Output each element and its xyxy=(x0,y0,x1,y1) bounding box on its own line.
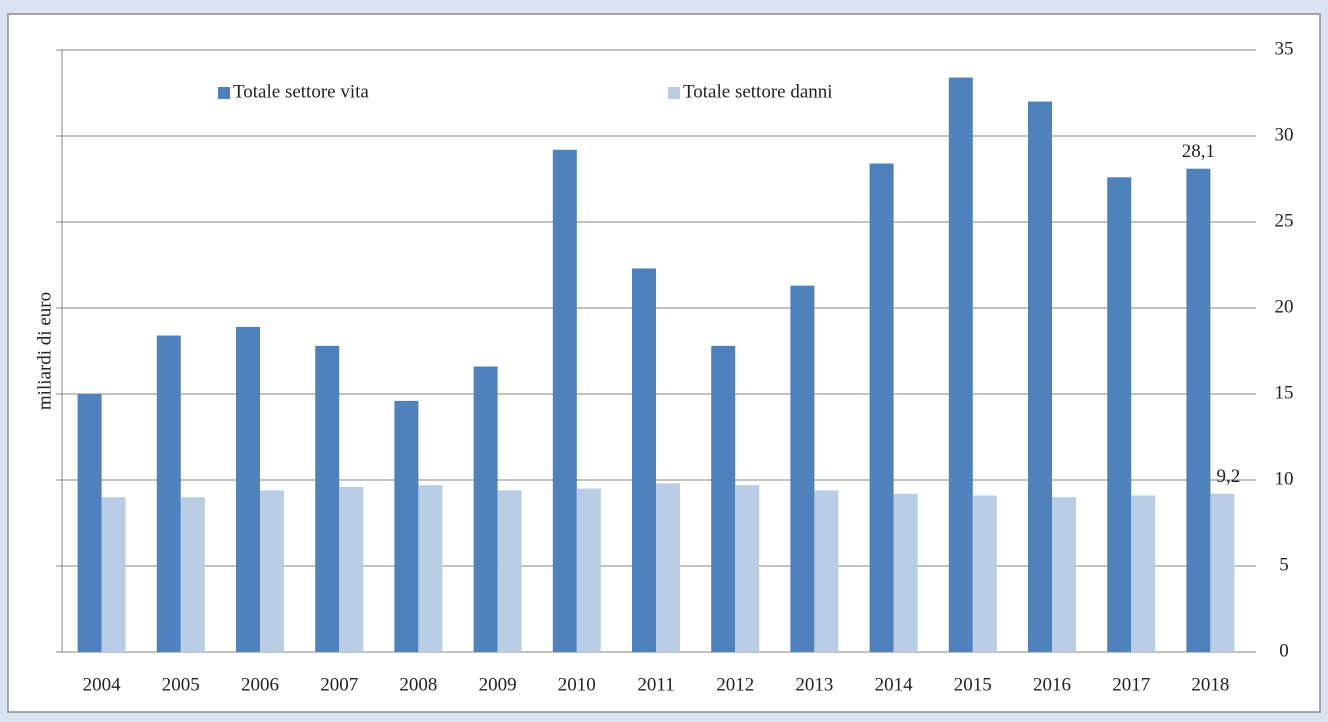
x-tick-label: 2018 xyxy=(1191,674,1229,695)
bar xyxy=(790,285,815,652)
data-label: 9,2 xyxy=(1217,466,1241,487)
bar xyxy=(236,326,260,652)
legend-swatch xyxy=(668,87,680,99)
bar xyxy=(1028,101,1052,653)
bar xyxy=(101,497,126,652)
x-tick-label: 2015 xyxy=(954,674,992,695)
y-tick-label: 10 xyxy=(1275,468,1294,489)
bar xyxy=(1052,497,1076,652)
x-tick-label: 2007 xyxy=(320,674,358,695)
bar xyxy=(656,483,680,652)
bar xyxy=(1186,168,1211,652)
bar xyxy=(972,495,997,652)
bar xyxy=(77,394,102,652)
bar xyxy=(339,486,364,652)
bar xyxy=(1210,493,1235,652)
bar xyxy=(1107,177,1132,652)
y-tick-label: 25 xyxy=(1275,210,1294,231)
bar xyxy=(260,490,284,652)
y-tick-label: 15 xyxy=(1275,382,1294,403)
x-tick-label: 2010 xyxy=(558,674,596,695)
bar xyxy=(869,163,894,652)
y-tick-label: 30 xyxy=(1275,124,1294,145)
x-tick-label: 2016 xyxy=(1033,674,1071,695)
x-tick-label: 2009 xyxy=(479,674,517,695)
bar xyxy=(893,493,918,652)
y-tick-label: 20 xyxy=(1275,296,1294,317)
bar xyxy=(394,400,419,652)
x-tick-label: 2011 xyxy=(637,674,674,695)
x-tick-label: 2013 xyxy=(795,674,833,695)
legend-label: Totale settore danni xyxy=(683,81,833,102)
bar xyxy=(1131,495,1156,652)
bar xyxy=(711,345,736,652)
bar xyxy=(156,335,181,652)
x-tick-label: 2005 xyxy=(162,674,200,695)
bar xyxy=(473,366,498,652)
x-tick-label: 2014 xyxy=(875,674,914,695)
legend-swatch xyxy=(218,87,230,99)
bar xyxy=(552,149,577,652)
x-tick-label: 2012 xyxy=(716,674,754,695)
y-tick-label: 5 xyxy=(1279,554,1289,575)
bar xyxy=(576,488,601,652)
y-tick-label: 35 xyxy=(1275,38,1294,59)
legend-label: Totale settore vita xyxy=(233,81,369,102)
bar xyxy=(632,268,656,652)
x-tick-label: 2017 xyxy=(1112,674,1150,695)
bar xyxy=(814,490,839,652)
bar xyxy=(180,497,205,652)
y-tick-label: 0 xyxy=(1279,640,1289,661)
x-tick-label: 2006 xyxy=(241,674,279,695)
bar xyxy=(948,77,973,652)
bar xyxy=(735,485,760,652)
bar xyxy=(497,490,522,652)
x-tick-label: 2008 xyxy=(399,674,437,695)
x-tick-label: 2004 xyxy=(83,674,122,695)
bar xyxy=(418,485,443,652)
y-axis-label: miliardi di euro xyxy=(34,292,55,410)
bar xyxy=(315,345,340,652)
data-label: 28,1 xyxy=(1182,141,1215,162)
